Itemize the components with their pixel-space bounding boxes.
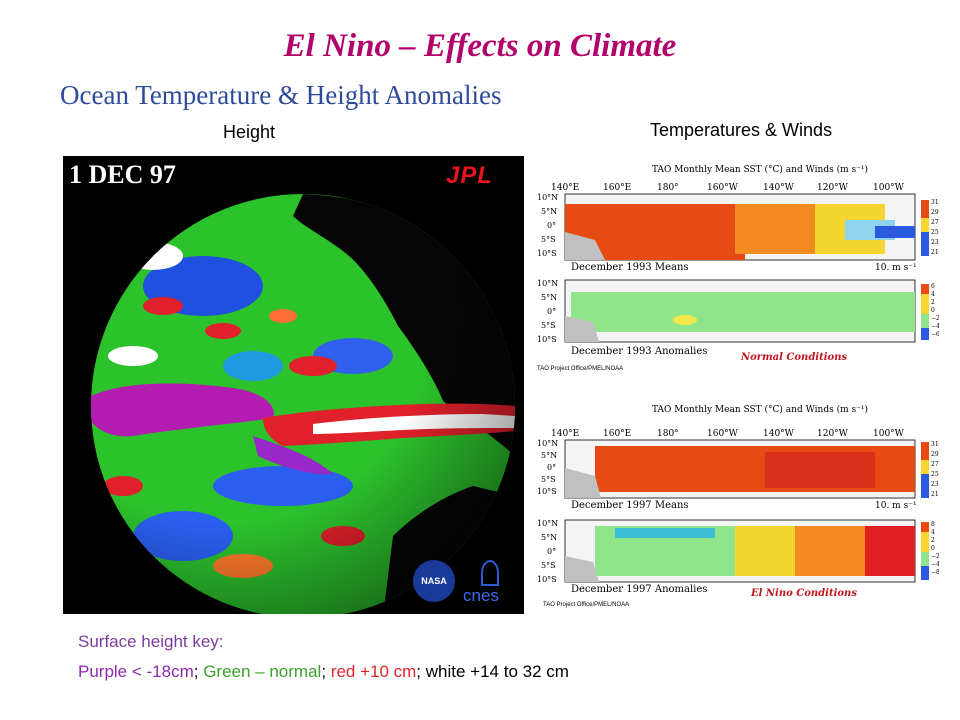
lat-label: 0° [547, 307, 556, 316]
lat-label: 10°S [537, 335, 557, 344]
anom-scale-tick: −8 [931, 569, 939, 576]
tao-header: TAO Monthly Mean SST (°C) and Winds (m s… [652, 164, 868, 175]
tao-1997-figure: TAO Monthly Mean SST (°C) and Winds (m s… [537, 404, 940, 608]
sst-scale-tick: 21 [931, 249, 939, 256]
lat-label: 5°S [541, 321, 556, 330]
tao-panel-1993: TAO Monthly Mean SST (°C) and Winds (m s… [535, 160, 940, 375]
temps-winds-label: Temperatures & Winds [650, 120, 833, 140]
anom-scale-tick: −2 [931, 315, 939, 322]
means-caption: December 1997 Means [571, 500, 689, 511]
anom-caption: December 1997 Anomalies [571, 584, 707, 595]
means-caption: December 1993 Means [571, 262, 689, 273]
key-red: red +10 cm [330, 662, 417, 681]
lon-label: 100°W [873, 183, 905, 193]
nasa-logo: NASA [413, 560, 455, 602]
anom-scale-tick: 0 [931, 307, 935, 314]
sst-scale-tick: 31 [931, 441, 939, 448]
height-key-heading: Surface height key: [78, 632, 224, 651]
height-label: Height [223, 122, 276, 142]
sst-scale-tick: 27 [931, 461, 939, 468]
lon-label: 180° [657, 429, 679, 439]
jpl-logo: JPL [446, 162, 494, 189]
anom-scale-tick: 6 [931, 283, 935, 290]
anom-caption: December 1993 Anomalies [571, 346, 707, 357]
wind-scale-label: 10. m s⁻¹ [875, 501, 917, 511]
credit-text: TAO Project Office/PMEL/NOAA [543, 602, 629, 608]
tao-panel-1997: TAO Monthly Mean SST (°C) and Winds (m s… [535, 398, 940, 613]
lat-label: 10°N [537, 193, 558, 202]
lat-label: 5°N [541, 293, 557, 302]
anom-scale-tick: −4 [931, 323, 939, 330]
lon-label: 140°E [551, 183, 579, 193]
sst-scale-tick: 21 [931, 491, 939, 498]
lat-label: 5°S [541, 561, 556, 570]
lat-label: 0° [547, 463, 556, 472]
lat-label: 10°S [537, 487, 557, 496]
lat-label: 5°S [541, 235, 556, 244]
sst-scale-tick: 23 [931, 239, 939, 246]
anom-scale-tick: −2 [931, 553, 939, 560]
credit-text: TAO Project Office/PMEL/NOAA [537, 366, 623, 372]
cnes-logo: cnes [463, 586, 499, 605]
lon-label: 120°W [817, 429, 849, 439]
anom-scale-tick: −4 [931, 561, 939, 568]
globe-date-label: 1 DEC 97 [69, 160, 176, 189]
sst-scale-tick: 27 [931, 219, 939, 226]
key-purple: Purple < -18cm [78, 662, 194, 681]
lon-label: 160°E [603, 183, 631, 193]
anom-scale-tick: 4 [931, 529, 935, 536]
lon-label: 140°E [551, 429, 579, 439]
key-separator: ; [193, 662, 204, 681]
sea-height-globe-image: 1 DEC 97 JPL NASA cnes [63, 156, 524, 614]
anom-scale-tick: 2 [931, 537, 935, 544]
lat-label: 5°N [541, 207, 557, 216]
lon-label: 140°W [763, 429, 795, 439]
lat-label: 0° [547, 221, 556, 230]
wind-scale-label: 10. m s⁻¹ [875, 263, 917, 273]
anom-scale-tick: −6 [931, 331, 939, 338]
anom-scale-tick: 8 [931, 521, 935, 528]
lat-label: 0° [547, 547, 556, 556]
lon-label: 160°W [707, 429, 739, 439]
lon-label: 160°E [603, 429, 631, 439]
tao-header: TAO Monthly Mean SST (°C) and Winds (m s… [652, 404, 868, 415]
anom-scale-tick: 0 [931, 545, 935, 552]
lon-label: 180° [657, 183, 679, 193]
lat-label: 5°N [541, 451, 557, 460]
lat-label: 10°S [537, 575, 557, 584]
cnes-logo-mark [481, 560, 499, 586]
condition-label: El Nino Conditions [750, 588, 857, 599]
globe-graphic [91, 194, 515, 614]
condition-label: Normal Conditions [740, 352, 847, 363]
sst-scale-tick: 25 [931, 471, 939, 478]
key-separator: ; [416, 662, 426, 681]
lat-label: 5°N [541, 533, 557, 542]
key-separator: ; [321, 662, 331, 681]
lat-label: 5°S [541, 475, 556, 484]
lon-label: 140°W [763, 183, 795, 193]
tao-1993-figure: TAO Monthly Mean SST (°C) and Winds (m s… [537, 164, 940, 372]
key-green: Green – normal [203, 662, 322, 681]
lon-label: 120°W [817, 183, 849, 193]
slide-title: El Nino – Effects on Climate [283, 28, 677, 64]
sst-scale-tick: 29 [931, 209, 939, 216]
anom-scale-tick: 2 [931, 299, 935, 306]
sst-scale-tick: 31 [931, 199, 939, 206]
sst-scale-tick: 29 [931, 451, 939, 458]
height-key-legend: Purple < -18cm; Green – normal; red +10 … [78, 662, 569, 682]
slide-subtitle: Ocean Temperature & Height Anomalies [60, 80, 502, 110]
anom-scale-tick: 4 [931, 291, 935, 298]
lat-label: 10°N [537, 439, 558, 448]
lat-label: 10°N [537, 279, 558, 288]
key-white: white +14 to 32 cm [425, 662, 569, 681]
sst-scale-tick: 23 [931, 481, 939, 488]
lat-label: 10°N [537, 519, 558, 528]
lat-label: 10°S [537, 249, 557, 258]
sst-scale-tick: 25 [931, 229, 939, 236]
lon-label: 100°W [873, 429, 905, 439]
lon-label: 160°W [707, 183, 739, 193]
